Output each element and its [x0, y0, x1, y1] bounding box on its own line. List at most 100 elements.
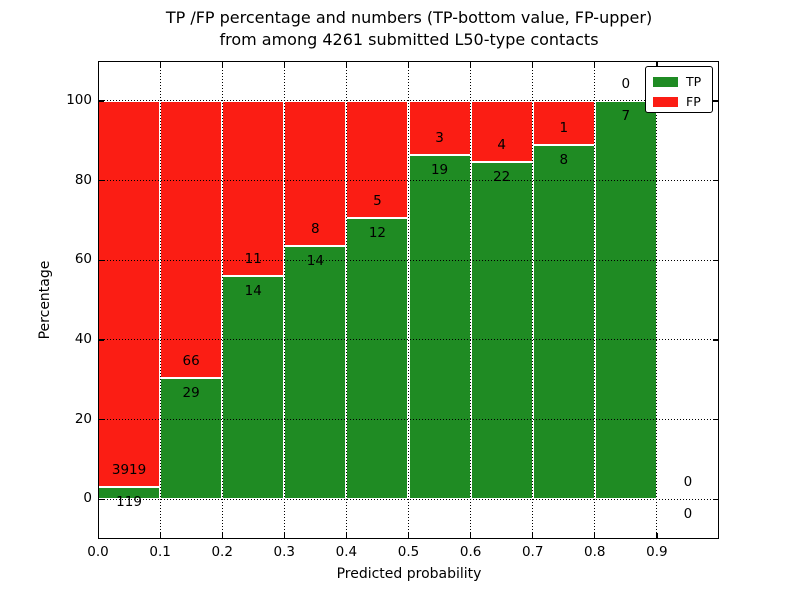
- x-tick-mark: [159, 62, 161, 67]
- tp-count-label: 0: [683, 506, 693, 523]
- fp-count-label: 4: [497, 137, 506, 154]
- x-tick-label: 0.9: [646, 544, 668, 560]
- y-tick-label: 0: [83, 490, 92, 507]
- x-tick-mark: [656, 62, 658, 67]
- fp-bar-segment: [470, 100, 533, 163]
- fp-bar-segment: [532, 100, 595, 146]
- x-tick-mark: [345, 533, 348, 538]
- x-tick-mark: [408, 62, 410, 67]
- tp-bar-segment: [470, 162, 533, 500]
- tp-count-label: 14: [244, 283, 262, 300]
- legend-entry-fp: FP: [653, 93, 712, 110]
- x-gridline: [159, 61, 161, 539]
- fp-bar-segment: [408, 100, 471, 156]
- fp-count-label: 0: [621, 75, 631, 92]
- x-tick-mark: [532, 533, 534, 538]
- y-tick-mark: [99, 498, 104, 500]
- fp-bar-segment: [222, 100, 285, 277]
- x-tick-mark: [221, 62, 223, 67]
- tp-count-label: 7: [621, 107, 631, 124]
- x-tick-label: 0.6: [459, 544, 482, 560]
- y-tick-mark: [713, 259, 718, 261]
- x-tick-label: 0.5: [397, 544, 420, 560]
- fp-count-label: 66: [182, 352, 200, 369]
- tp-count-label: 22: [493, 169, 511, 186]
- x-tick-label: 0.7: [521, 544, 544, 560]
- x-gridline: [656, 61, 658, 539]
- y-tick-mark: [99, 180, 104, 182]
- x-tick-mark: [408, 533, 410, 538]
- x-tick-mark: [159, 533, 161, 538]
- x-gridline: [470, 61, 472, 539]
- tp-bar-segment: [160, 377, 223, 500]
- fp-count-label: 1: [559, 120, 569, 137]
- y-tick-mark: [713, 180, 718, 182]
- y-tick-mark: [713, 100, 718, 102]
- x-tick-label: 0.1: [149, 544, 171, 560]
- tp-count-label: 14: [306, 252, 324, 269]
- y-tick-label: 40: [74, 330, 92, 347]
- fp-bar-segment: [160, 100, 223, 378]
- fp-count-label: 8: [311, 220, 320, 237]
- x-tick-mark: [345, 62, 348, 67]
- fp-count-label: 3919: [111, 462, 147, 479]
- x-tick-mark: [470, 62, 472, 67]
- y-gridline: [98, 339, 719, 341]
- y-tick-mark: [713, 419, 718, 421]
- fp-bar-segment: [98, 100, 161, 488]
- x-tick-mark: [283, 533, 285, 538]
- x-tick-mark: [283, 62, 285, 67]
- tp-count-label: 8: [559, 152, 569, 169]
- x-tick-mark: [594, 62, 596, 67]
- tp-bar-segment: [346, 217, 409, 500]
- y-tick-mark: [99, 100, 104, 102]
- fp-bar-segment: [346, 100, 409, 218]
- y-tick-label: 100: [66, 91, 92, 108]
- tp-bar-segment: [532, 145, 595, 500]
- tp-legend-swatch: [653, 76, 678, 87]
- x-tick-mark: [656, 533, 658, 538]
- x-tick-label: 0.0: [87, 544, 109, 560]
- tp-bar-segment: [284, 245, 347, 500]
- tp-bar-segment: [594, 100, 657, 500]
- tp-count-label: 19: [430, 162, 449, 179]
- y-tick-mark: [99, 419, 104, 421]
- y-axis-label: Percentage: [37, 260, 53, 340]
- y-tick-label: 20: [74, 410, 92, 427]
- chart-title-line2: from among 4261 submitted L50-type conta…: [219, 30, 599, 49]
- x-gridline: [532, 61, 534, 539]
- x-tick-mark: [97, 62, 99, 67]
- tp-count-label: 29: [182, 384, 200, 401]
- fp-legend-label: FP: [686, 93, 701, 109]
- y-gridline: [98, 498, 719, 500]
- y-gridline: [98, 259, 719, 261]
- y-tick-label: 80: [74, 171, 92, 188]
- legend-entry-tp: TP: [653, 73, 712, 90]
- fp-bar-segment: [284, 100, 347, 246]
- x-tick-label: 0.8: [584, 544, 606, 560]
- x-axis-label: Predicted probability: [336, 566, 482, 582]
- fp-count-label: 3: [435, 130, 444, 147]
- y-tick-mark: [713, 498, 718, 500]
- y-gridline: [98, 180, 719, 181]
- y-tick-label: 60: [74, 251, 92, 268]
- x-gridline: [345, 61, 347, 539]
- x-tick-mark: [470, 533, 472, 538]
- tp-legend-label: TP: [686, 73, 702, 89]
- x-tick-mark: [97, 533, 99, 538]
- fp-legend-swatch: [653, 96, 678, 107]
- fp-count-label: 5: [373, 192, 382, 209]
- x-tick-mark: [594, 533, 596, 538]
- tp-bar-segment: [222, 276, 285, 500]
- x-tick-mark: [221, 533, 223, 538]
- y-gridline: [98, 100, 719, 102]
- x-tick-label: 0.4: [335, 544, 358, 560]
- tp-count-label: 12: [368, 224, 387, 241]
- tp-count-label: 119: [116, 494, 142, 511]
- chart-title: TP /FP percentage and numbers (TP-bottom…: [98, 7, 720, 51]
- x-gridline: [283, 61, 285, 539]
- x-gridline: [221, 61, 223, 539]
- x-gridline: [408, 61, 409, 539]
- x-tick-label: 0.3: [273, 544, 296, 560]
